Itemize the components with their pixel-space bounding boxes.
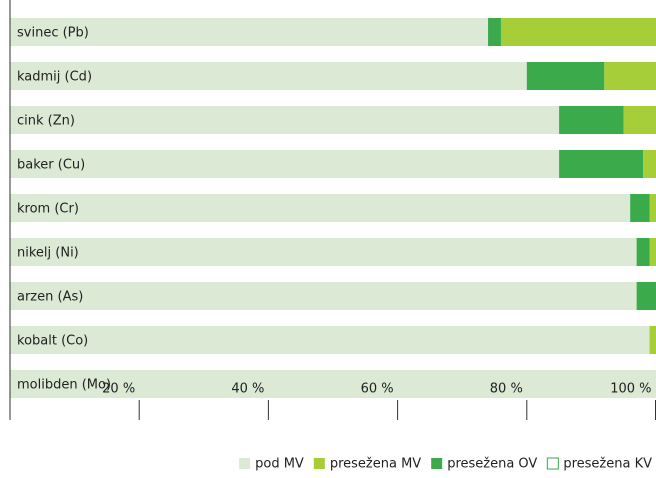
bar-segment <box>10 370 656 398</box>
bar-segment <box>10 282 637 310</box>
category-label: kadmij (Cd) <box>17 70 92 85</box>
x-tick-label: 40 % <box>231 382 264 397</box>
x-tick-label: 100 % <box>610 382 651 397</box>
legend-label: presežena KV <box>563 457 652 472</box>
bar-segment <box>559 150 644 178</box>
bar-segment <box>636 282 656 310</box>
bar-segment <box>559 106 624 134</box>
bar-segment <box>630 194 650 222</box>
bar-segment <box>526 62 605 90</box>
bar-segment <box>10 326 650 354</box>
legend-swatch <box>239 458 251 469</box>
x-tick-label: 20 % <box>102 382 135 397</box>
x-tick-label: 60 % <box>361 382 394 397</box>
legend-label: presežena OV <box>447 457 537 472</box>
bar-segment <box>10 18 489 46</box>
bar-segment <box>643 150 656 178</box>
legend-swatch <box>431 458 443 469</box>
category-label: molibden (Mo) <box>17 378 111 393</box>
bar-segment <box>649 238 656 266</box>
bar-segment <box>10 194 631 222</box>
bar-segment <box>604 62 656 90</box>
category-label: nikelj (Ni) <box>17 246 79 261</box>
legend-label: presežena MV <box>330 457 421 472</box>
bar-segment <box>10 62 527 90</box>
bar-segment <box>649 326 656 354</box>
bar-segment <box>10 238 637 266</box>
bar-segment <box>10 150 560 178</box>
legend-swatch <box>546 457 559 470</box>
category-label: cink (Zn) <box>17 114 75 129</box>
bar-segment <box>636 238 650 266</box>
category-label: baker (Cu) <box>17 158 85 173</box>
legend-swatch <box>313 458 325 469</box>
category-label: kobalt (Co) <box>17 334 88 349</box>
bar-segment <box>500 18 656 46</box>
category-label: krom (Cr) <box>17 202 79 217</box>
bar-segment <box>623 106 656 134</box>
bar-segment <box>649 194 656 222</box>
category-label: arzen (As) <box>17 290 83 305</box>
category-label: svinec (Pb) <box>17 26 89 41</box>
x-tick-label: 80 % <box>490 382 523 397</box>
legend-label: pod MV <box>255 457 304 472</box>
bar-segment <box>488 18 501 46</box>
bar-segment <box>10 106 560 134</box>
